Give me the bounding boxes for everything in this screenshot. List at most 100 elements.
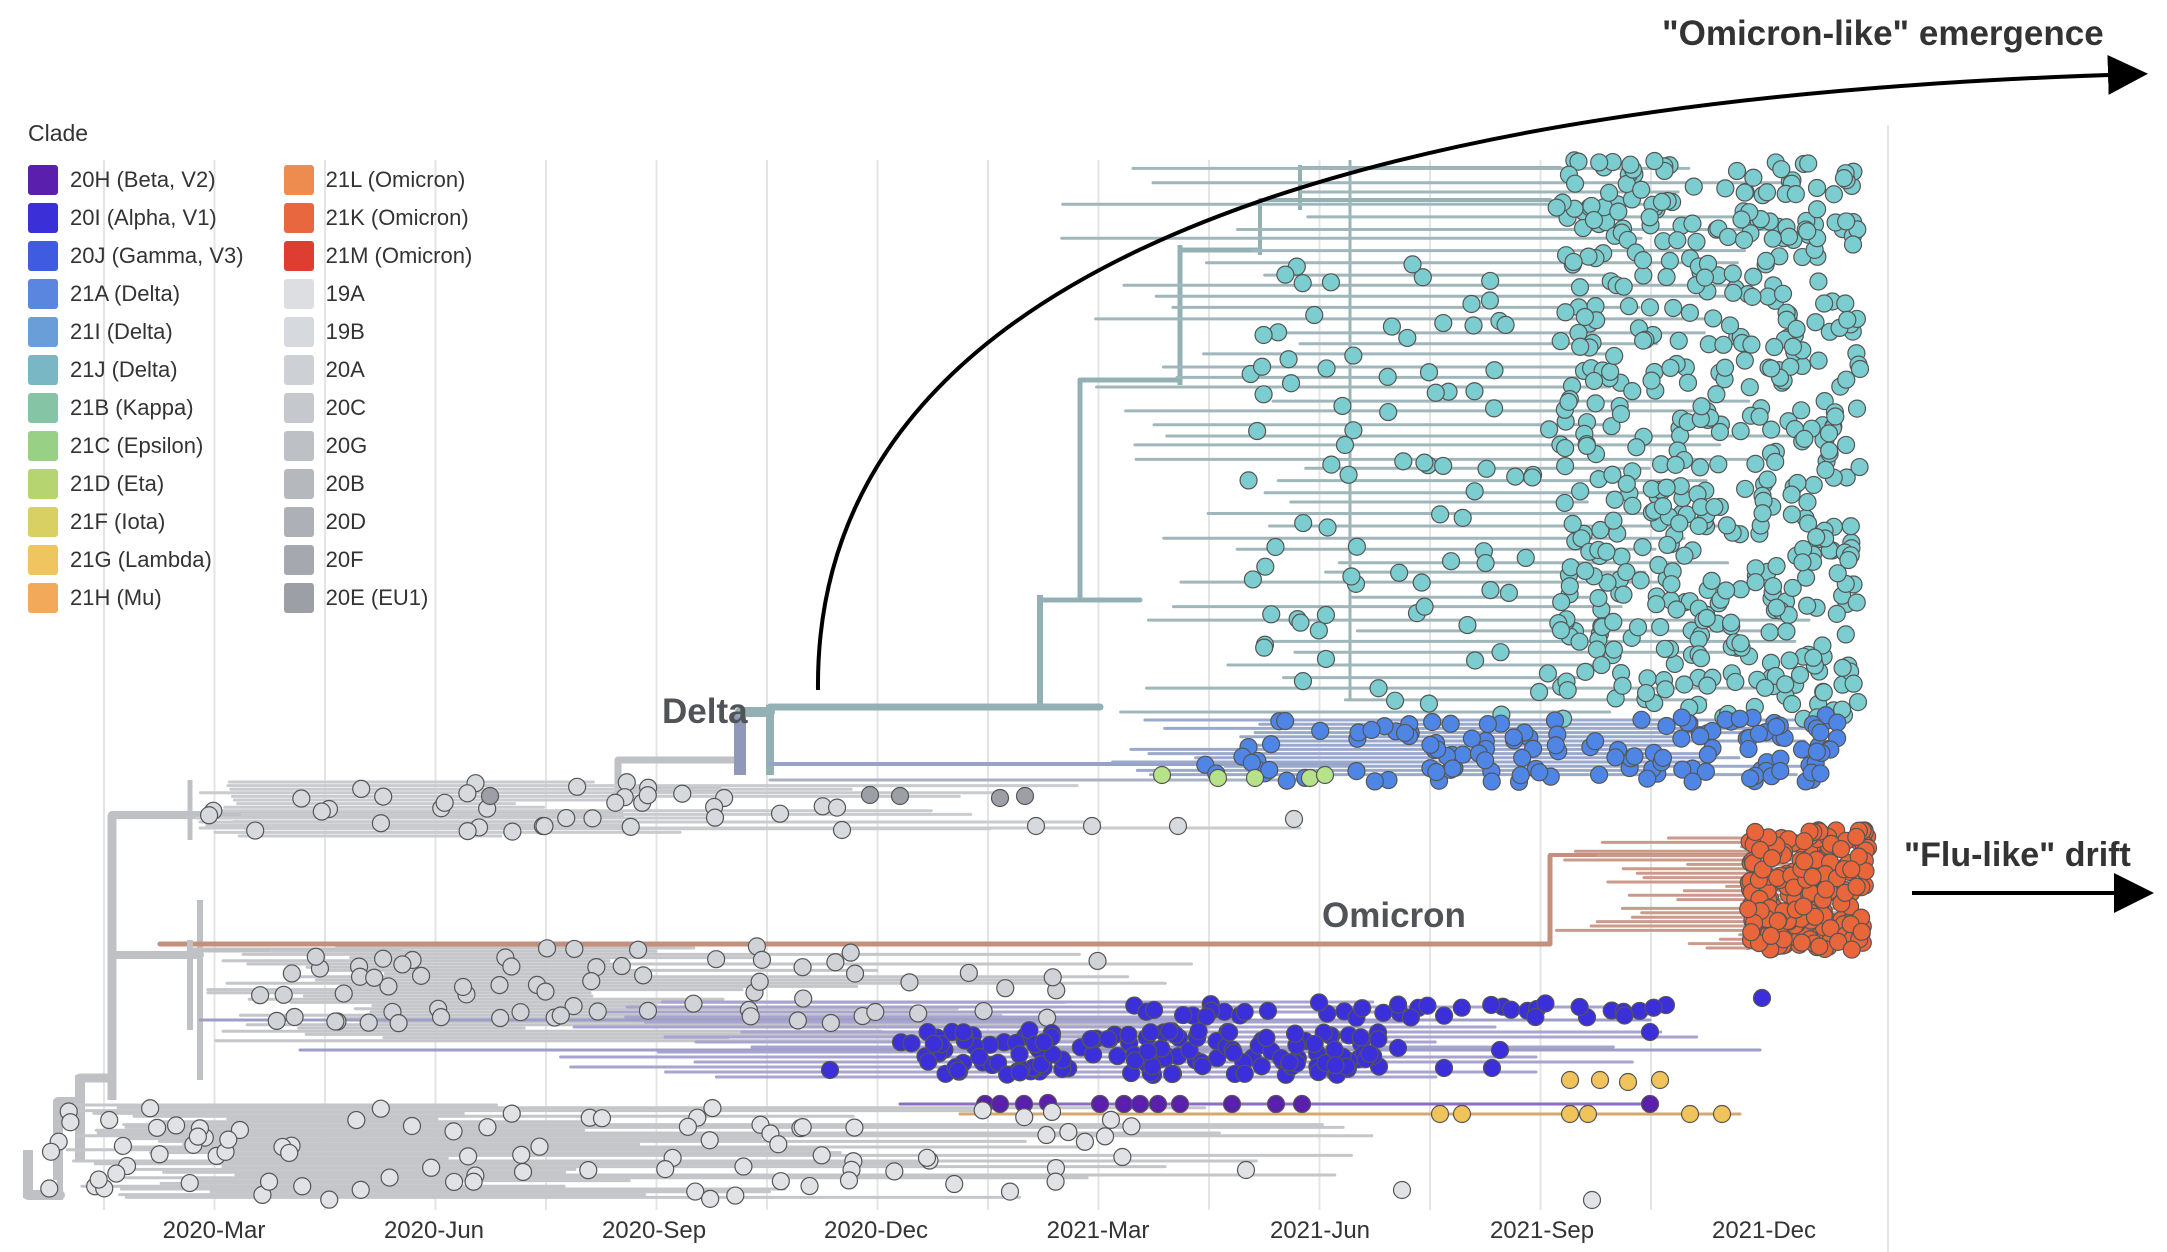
- grey-tip-node: [959, 963, 978, 983]
- delta-tip-node: [1839, 550, 1858, 570]
- delta-tip-node: [1617, 562, 1636, 582]
- delta-tip-node: [1743, 287, 1762, 306]
- delta-21a-tip-node: [1511, 766, 1530, 785]
- grey-tip-node: [703, 1098, 722, 1118]
- delta-tip-node: [1847, 593, 1866, 612]
- delta-21a-tip-node: [1632, 710, 1651, 729]
- annotation-arrows: [815, 54, 2154, 913]
- delta-tip-node: [1651, 618, 1670, 637]
- grey-tip-node: [551, 1006, 570, 1025]
- grey-tip-node: [890, 786, 910, 806]
- delta-tip-node: [1721, 613, 1741, 632]
- delta-tip-node: [1621, 155, 1640, 174]
- delta-21a-tip-node: [1513, 748, 1532, 768]
- legend-swatch: [28, 165, 58, 195]
- grey-tip-node: [1582, 1190, 1602, 1210]
- legend-entry: 21B (Kappa): [28, 389, 244, 427]
- legend-swatch: [283, 583, 314, 613]
- delta-tip-node: [1824, 185, 1843, 204]
- legend-label: 20A: [325, 357, 365, 382]
- grey-tip-node: [628, 940, 648, 959]
- delta-tip-node: [1798, 492, 1817, 512]
- grey-tip-node: [219, 1130, 238, 1149]
- delta-tip-node: [1612, 547, 1631, 566]
- grey-tip-node: [996, 979, 1015, 998]
- grey-tip-node: [1000, 1182, 1020, 1201]
- delta-tip-node: [1816, 460, 1835, 480]
- delta-tip-node: [1720, 316, 1740, 335]
- delta-tip-node: [1476, 553, 1495, 573]
- grey-tip-node: [444, 1172, 464, 1192]
- clade-legend: Clade 20H (Beta, V2) 20I (Alpha, V1) 20J (…: [28, 120, 588, 617]
- axis-tick-label: 2020-Sep: [602, 1217, 706, 1244]
- beta-tip-node: [1222, 1094, 1242, 1114]
- grey-tip-node: [832, 820, 852, 840]
- legend-entry: 20B: [283, 465, 473, 503]
- omicron-tip-node: [1847, 877, 1866, 896]
- delta-tip-node: [1780, 651, 1799, 670]
- grey-tip-node: [511, 1003, 530, 1022]
- grey-tip-node: [491, 1008, 510, 1028]
- delta-tip-node: [1342, 567, 1361, 586]
- alpha-tip-node: [1326, 1056, 1345, 1075]
- omicron-tip-node: [1805, 907, 1825, 926]
- legend-label: 20H (Beta, V2): [70, 167, 216, 192]
- eta-tip-node: [1315, 765, 1335, 785]
- delta-tip-node: [1658, 535, 1677, 555]
- delta-tip-node: [1485, 361, 1504, 380]
- omicron-tip-node: [1742, 923, 1761, 942]
- delta-tip-node: [1465, 482, 1484, 501]
- grey-tip-node: [885, 1162, 904, 1181]
- legend-entry: 20E (EU1): [283, 579, 473, 617]
- delta-tip-node: [1605, 490, 1624, 509]
- alpha-tip-node: [1644, 998, 1663, 1017]
- grey-tip-node: [909, 1004, 928, 1023]
- grey-tip-node: [841, 943, 860, 962]
- delta-tip-node: [1565, 174, 1585, 193]
- grey-tip-node: [582, 972, 601, 991]
- delta-tip-node: [1773, 284, 1793, 303]
- alpha-tip-node: [1434, 1006, 1454, 1025]
- grey-tip-node: [351, 1180, 370, 1199]
- legend-swatch: [283, 469, 314, 499]
- delta-tip-node: [1744, 168, 1763, 187]
- delta-tip-node: [1576, 662, 1595, 681]
- grey-tip-node: [866, 1002, 885, 1022]
- grey-tip-node: [188, 1127, 207, 1146]
- grey-tip-node: [458, 784, 477, 803]
- delta-21a-tip-node: [1311, 721, 1330, 740]
- delta-tip-node: [1551, 621, 1571, 640]
- delta-21a-tip-node: [1673, 760, 1692, 779]
- delta-21a-tip-node: [1260, 760, 1279, 780]
- lambda-tip-node: [1712, 1104, 1732, 1124]
- grey-tip-node: [320, 1190, 339, 1209]
- legend-label: 21C (Epsilon): [70, 433, 204, 458]
- alpha-tip-node: [924, 1034, 943, 1053]
- omicron-tip-node: [1795, 832, 1814, 851]
- delta-tip-node: [1666, 455, 1685, 474]
- grey-tip-node: [459, 1147, 478, 1166]
- alpha-tip-node: [1452, 998, 1471, 1017]
- legend-swatch: [28, 355, 58, 385]
- delta-tip-node: [1458, 615, 1477, 635]
- grey-tip-node: [1042, 1102, 1062, 1121]
- grey-tip-node: [371, 1099, 390, 1118]
- grey-tip-node: [592, 1109, 612, 1128]
- legend-label: 20G: [325, 433, 368, 458]
- grey-tip-node: [371, 814, 391, 833]
- delta-tip-node: [1547, 198, 1566, 217]
- alpha-tip-node: [1220, 1023, 1239, 1042]
- delta-tip-node: [1716, 179, 1735, 198]
- legend-label: 21J (Delta): [70, 357, 178, 382]
- legend-swatch: [28, 583, 58, 613]
- delta-21a-tip-node: [1691, 727, 1710, 746]
- delta-tip-node: [1604, 612, 1623, 631]
- grey-tip-node: [1095, 1127, 1115, 1146]
- beta-tip-node: [1090, 1094, 1110, 1114]
- delta-tip-node: [1576, 561, 1595, 581]
- delta-tip-node: [1632, 180, 1651, 199]
- delta-tip-node: [1807, 178, 1827, 198]
- delta-21a-tip-node: [1482, 772, 1501, 791]
- delta-tip-node: [1742, 335, 1761, 354]
- grey-tip-node: [536, 982, 555, 1001]
